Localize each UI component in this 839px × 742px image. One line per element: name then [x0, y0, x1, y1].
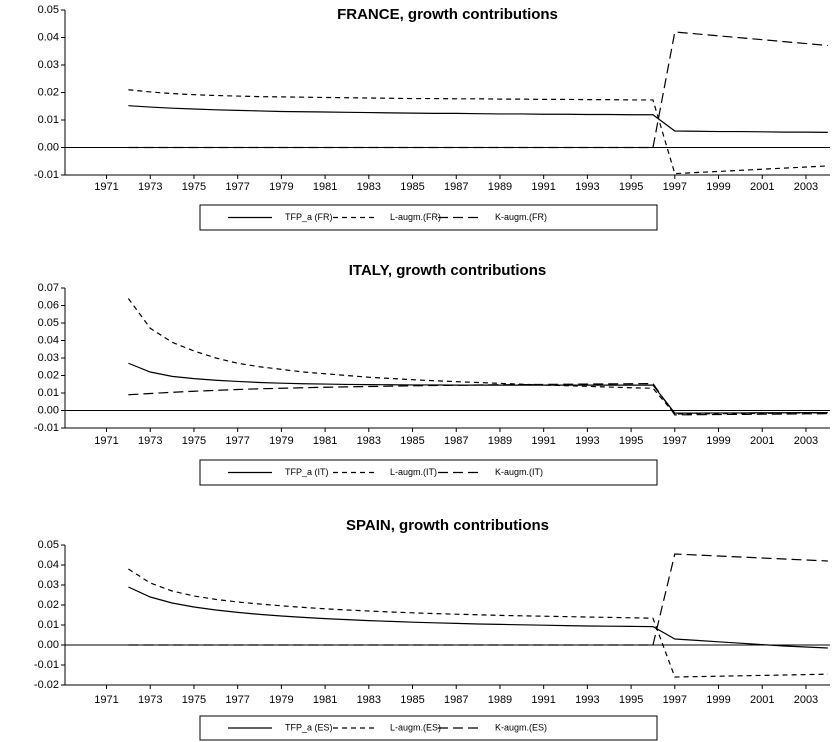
chart-title: ITALY, growth contributions	[349, 262, 547, 279]
x-tick-label: 1993	[575, 181, 599, 193]
y-tick-label: 0.05	[38, 539, 59, 551]
x-tick-label: 1997	[663, 435, 687, 447]
x-tick-label: 1989	[488, 435, 512, 447]
x-tick-label: 1993	[575, 694, 599, 706]
y-tick-label: -0.02	[34, 679, 59, 691]
x-tick-label: 2001	[750, 435, 774, 447]
x-tick-label: 1989	[488, 181, 512, 193]
chart-title: SPAIN, growth contributions	[346, 517, 549, 534]
y-tick-label: 0.02	[38, 599, 59, 611]
x-tick-label: 1977	[225, 435, 249, 447]
series-line	[128, 362, 828, 414]
x-tick-label: 1995	[619, 181, 643, 193]
y-tick-label: 0.01	[38, 619, 59, 631]
x-tick-label: 1979	[269, 181, 293, 193]
y-tick-label: 0.02	[38, 86, 59, 98]
series-line	[128, 31, 828, 149]
legend-label: TFP_a (FR)	[285, 212, 333, 222]
x-tick-label: 1995	[619, 435, 643, 447]
chart-title: FRANCE, growth contributions	[337, 6, 558, 23]
x-tick-label: 1981	[313, 435, 337, 447]
x-tick-label: 1985	[400, 694, 424, 706]
x-tick-label: 1973	[138, 435, 162, 447]
x-tick-label: 1997	[663, 181, 687, 193]
series-line	[128, 105, 828, 133]
y-tick-label: 0.00	[38, 639, 59, 651]
x-tick-label: 1987	[444, 181, 468, 193]
legend-label: L-augm.(ES)	[390, 722, 441, 732]
legend-label: K-augm.(ES)	[495, 722, 547, 732]
x-tick-label: 1973	[138, 181, 162, 193]
x-tick-label: 1999	[706, 694, 730, 706]
series-line	[127, 298, 828, 415]
x-tick-label: 1981	[313, 181, 337, 193]
x-tick-label: 1985	[400, 181, 424, 193]
x-tick-label: 1979	[269, 694, 293, 706]
x-tick-label: 1973	[138, 694, 162, 706]
x-tick-label: 1987	[444, 435, 468, 447]
y-tick-label: -0.01	[34, 659, 59, 671]
x-tick-label: 1975	[182, 181, 206, 193]
legend-label: L-augm.(IT)	[390, 467, 437, 477]
x-tick-label: 1999	[706, 435, 730, 447]
x-tick-label: 2003	[794, 181, 818, 193]
y-tick-label: 0.04	[38, 334, 59, 346]
y-tick-label: 0.03	[38, 352, 59, 364]
y-tick-label: 0.02	[38, 369, 59, 381]
x-tick-label: 1999	[706, 181, 730, 193]
x-tick-label: 1977	[225, 181, 249, 193]
series-line	[128, 586, 828, 649]
y-tick-label: 0.05	[38, 317, 59, 329]
legend-label: K-augm.(FR)	[495, 212, 547, 222]
legend-box	[199, 204, 658, 231]
y-tick-label: 0.04	[38, 31, 59, 43]
y-tick-label: 0.01	[38, 114, 59, 126]
legend-box	[199, 459, 658, 486]
x-tick-label: 1997	[663, 694, 687, 706]
x-tick-label: 1981	[313, 694, 337, 706]
x-tick-label: 1971	[94, 694, 118, 706]
y-tick-label: -0.01	[34, 422, 59, 434]
y-tick-label: 0.05	[38, 4, 59, 16]
y-tick-label: 0.03	[38, 59, 59, 71]
y-tick-label: 0.06	[38, 299, 59, 311]
x-tick-label: 1991	[531, 181, 555, 193]
y-tick-label: 0.07	[38, 282, 59, 294]
x-tick-label: 1987	[444, 694, 468, 706]
x-tick-label: 1983	[357, 435, 381, 447]
y-tick-label: 0.00	[38, 141, 59, 153]
x-tick-label: 1989	[488, 694, 512, 706]
x-tick-label: 2001	[750, 181, 774, 193]
legend-label: K-augm.(IT)	[495, 467, 543, 477]
x-tick-label: 1975	[182, 435, 206, 447]
x-tick-label: 1971	[94, 435, 118, 447]
x-tick-label: 1991	[531, 435, 555, 447]
x-tick-label: 1991	[531, 694, 555, 706]
legend-box	[199, 715, 658, 741]
legend-label: TFP_a (IT)	[285, 467, 329, 477]
x-tick-label: 2003	[794, 435, 818, 447]
x-tick-label: 1995	[619, 694, 643, 706]
y-tick-label: 0.03	[38, 579, 59, 591]
series-line	[128, 382, 828, 416]
y-tick-label: 0.01	[38, 387, 59, 399]
x-tick-label: 1993	[575, 435, 599, 447]
x-tick-label: 1975	[182, 694, 206, 706]
series-line	[128, 568, 828, 678]
x-tick-label: 1985	[400, 435, 424, 447]
y-tick-label: 0.04	[38, 559, 59, 571]
series-line	[128, 553, 828, 646]
legend-label: L-augm.(FR)	[390, 212, 441, 222]
x-tick-label: 1983	[357, 181, 381, 193]
x-tick-label: 1971	[94, 181, 118, 193]
x-tick-label: 2001	[750, 694, 774, 706]
x-tick-label: 1983	[357, 694, 381, 706]
legend-label: TFP_a (ES)	[285, 722, 333, 732]
x-tick-label: 2003	[794, 694, 818, 706]
y-tick-label: -0.01	[34, 169, 59, 181]
x-tick-label: 1977	[225, 694, 249, 706]
x-tick-label: 1979	[269, 435, 293, 447]
y-tick-label: 0.00	[38, 404, 59, 416]
